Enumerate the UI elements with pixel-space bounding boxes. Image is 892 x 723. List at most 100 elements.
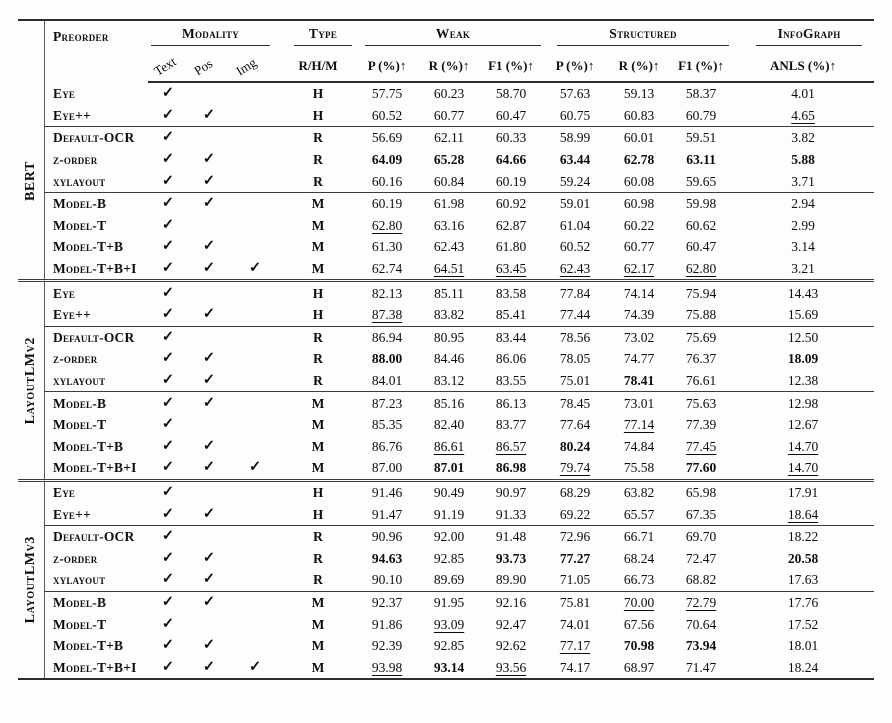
preorder-label: Model-T+B (44, 435, 148, 458)
weak-r-value: 86.61 (433, 438, 465, 454)
table-body: BERT Eye ✓ H 57.75 60.23 58.70 57.63 59.1… (18, 83, 875, 679)
preorder-label: xylayout (44, 369, 148, 393)
model-group-cell: BERT (18, 83, 44, 279)
structured-r-value: 60.77 (623, 239, 655, 255)
modality-text-check: ✓ (148, 170, 188, 193)
weak-r-value: 87.01 (433, 460, 465, 476)
modality-text-check: ✓ (161, 615, 175, 632)
weak-r-value: 62.11 (434, 130, 464, 146)
weak-r-value: 93.09 (433, 616, 465, 632)
type-value: M (311, 261, 325, 277)
table-row: Model-B ✓ ✓ M 92.37 91.95 92.16 75.81 70… (18, 591, 874, 614)
structured-r-value: 59.13 (623, 86, 655, 102)
preorder-label: Eye++ (44, 503, 148, 526)
structured-p-value: 75.01 (542, 370, 609, 393)
weak-f1-value: 93.56 (495, 659, 527, 675)
structured-p-value: 60.52 (559, 239, 591, 255)
weak-p-value: 87.38 (356, 304, 419, 327)
structured-p-value: 61.04 (559, 217, 591, 233)
type-value: R (313, 351, 323, 367)
modality-text-check: ✓ (161, 328, 175, 345)
modality-img-check (230, 635, 280, 657)
modality-pos-check: ✓ (202, 459, 216, 476)
header-infograph: InfoGraph (756, 26, 863, 46)
structured-p-value: 71.05 (542, 569, 609, 592)
structured-p-value: 78.05 (559, 351, 591, 367)
modality-img-check (230, 348, 280, 370)
structured-f1-value: 75.69 (685, 329, 717, 345)
type-value: H (280, 279, 357, 304)
table-row: xylayout ✓ ✓ R 60.16 60.84 60.19 59.24 6… (18, 170, 875, 193)
weak-r-value: 60.84 (418, 170, 481, 193)
structured-r-value: 73.02 (623, 329, 655, 345)
structured-r-value: 68.24 (623, 550, 655, 566)
modality-text-check: ✓ (161, 195, 175, 212)
anls-value: 14.70 (787, 438, 819, 454)
preorder-label: Model-T (44, 613, 148, 635)
weak-r-value: 85.16 (433, 395, 465, 411)
structured-p-value: 78.56 (559, 329, 591, 345)
structured-f1-value: 60.79 (670, 105, 733, 128)
structured-f1-value: 62.80 (685, 261, 717, 277)
modality-text-check: ✓ (161, 151, 175, 168)
table-row: Model-T+B+I ✓ ✓ ✓ M 62.74 64.51 63.45 62… (18, 257, 874, 280)
table-row: Eye++ ✓ ✓ H 87.38 83.82 85.41 77.44 74.3… (18, 303, 875, 327)
structured-p-value: 63.44 (559, 152, 591, 168)
table-row: xylayout ✓ ✓ R 84.01 83.12 83.55 75.01 7… (18, 369, 875, 393)
weak-p-value: 61.30 (371, 239, 403, 255)
preorder-label: Model-T+B+I (44, 457, 148, 479)
anls-value: 3.14 (791, 239, 815, 255)
structured-r-value: 66.71 (623, 529, 655, 545)
weak-f1-value: 91.48 (495, 529, 527, 545)
weak-p-value: 92.39 (371, 638, 403, 654)
modality-img-check (230, 215, 280, 237)
weak-f1-value: 60.33 (495, 130, 527, 146)
modality-img-check (230, 236, 280, 258)
weak-p-value: 87.23 (371, 395, 403, 411)
structured-f1-value: 71.47 (685, 659, 717, 675)
model-group-label: LayoutLMv3 (23, 536, 38, 624)
weak-f1-value: 60.19 (480, 170, 543, 193)
modality-pos-check: ✓ (202, 549, 216, 566)
table-row: LayoutLMv2 Eye ✓ H 82.13 85.11 83.58 77.8… (18, 279, 875, 424)
weak-p-value: 86.94 (371, 329, 403, 345)
header-col-img-cell: Img (230, 50, 281, 83)
weak-p-value: 64.09 (371, 152, 403, 168)
type-value: M (311, 239, 325, 255)
anls-value: 3.71 (732, 170, 875, 193)
header-structured-cell: Structured (542, 21, 732, 50)
modality-text-check: ✓ (161, 260, 175, 277)
anls-value: 14.70 (787, 460, 819, 476)
structured-p-value: 74.17 (559, 659, 591, 675)
header-col-pos: Pos (191, 55, 216, 79)
weak-p-value: 60.52 (356, 105, 419, 128)
type-value: R (280, 569, 357, 592)
structured-p-value: 78.45 (559, 395, 591, 411)
structured-r-value: 74.84 (623, 438, 655, 454)
weak-p-value: 60.16 (356, 170, 419, 193)
preorder-label: Model-T+B (44, 236, 148, 258)
modality-text-check: ✓ (161, 637, 175, 654)
weak-f1-value: 86.06 (495, 351, 527, 367)
modality-img-check (230, 149, 280, 171)
structured-p-value: 72.96 (559, 529, 591, 545)
type-value: R (280, 370, 357, 393)
structured-r-value: 60.98 (623, 196, 655, 212)
weak-f1-value: 83.58 (480, 279, 543, 304)
header-structured-p: P (%)↑ (542, 50, 609, 83)
structured-p-value: 77.84 (542, 279, 609, 304)
modality-text-check: ✓ (148, 503, 188, 526)
structured-r-value: 73.01 (623, 395, 655, 411)
modality-pos-check: ✓ (202, 151, 216, 168)
modality-img-check: ✓ (248, 658, 262, 675)
modality-img-check (230, 592, 280, 614)
modality-img-check (230, 547, 280, 569)
modality-pos-check: ✓ (188, 503, 230, 526)
preorder-label: Model-T (44, 413, 148, 436)
modality-text-check: ✓ (161, 238, 175, 255)
modality-img-check (230, 478, 281, 504)
weak-r-value: 84.46 (433, 351, 465, 367)
anls-value: 20.58 (787, 550, 819, 566)
weak-f1-value: 93.73 (495, 550, 527, 566)
structured-r-value: 62.17 (623, 261, 655, 277)
